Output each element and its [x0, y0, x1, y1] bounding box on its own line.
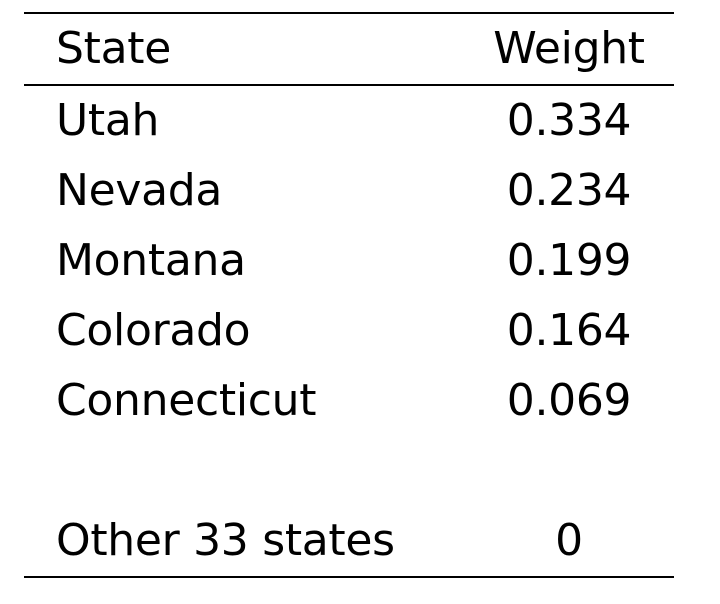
table-row: Nevada 0.234: [24, 156, 674, 226]
table-spacer-row: [24, 436, 674, 506]
weights-table: State Weight Utah 0.334 Nevada 0.234 Mon…: [24, 12, 674, 578]
state-cell: Nevada: [56, 164, 223, 216]
weight-cell: 0: [555, 514, 583, 566]
state-cell: Montana: [56, 234, 246, 286]
state-cell: Other 33 states: [56, 514, 395, 566]
table-header-row: State Weight: [24, 14, 674, 84]
weight-cell: 0.234: [506, 164, 632, 216]
table-row: Montana 0.199: [24, 226, 674, 296]
table-bottom-rule: [24, 575, 674, 578]
state-cell: Colorado: [56, 304, 251, 356]
weight-cell: 0.164: [506, 304, 632, 356]
state-column-header: State: [56, 23, 171, 74]
weight-cell: 0.334: [506, 94, 632, 146]
weight-column-header: Weight: [493, 23, 645, 74]
weight-cell: 0.069: [506, 374, 632, 426]
table-row: Utah 0.334: [24, 86, 674, 156]
table-row: Other 33 states 0: [24, 506, 674, 576]
state-cell: Utah: [56, 94, 160, 146]
weight-cell: 0.199: [506, 234, 632, 286]
table-row: Colorado 0.164: [24, 296, 674, 366]
table-top-rule: [24, 12, 674, 14]
table-row: Connecticut 0.069: [24, 366, 674, 436]
state-cell: Connecticut: [56, 374, 317, 426]
table-header-rule: [24, 84, 674, 86]
